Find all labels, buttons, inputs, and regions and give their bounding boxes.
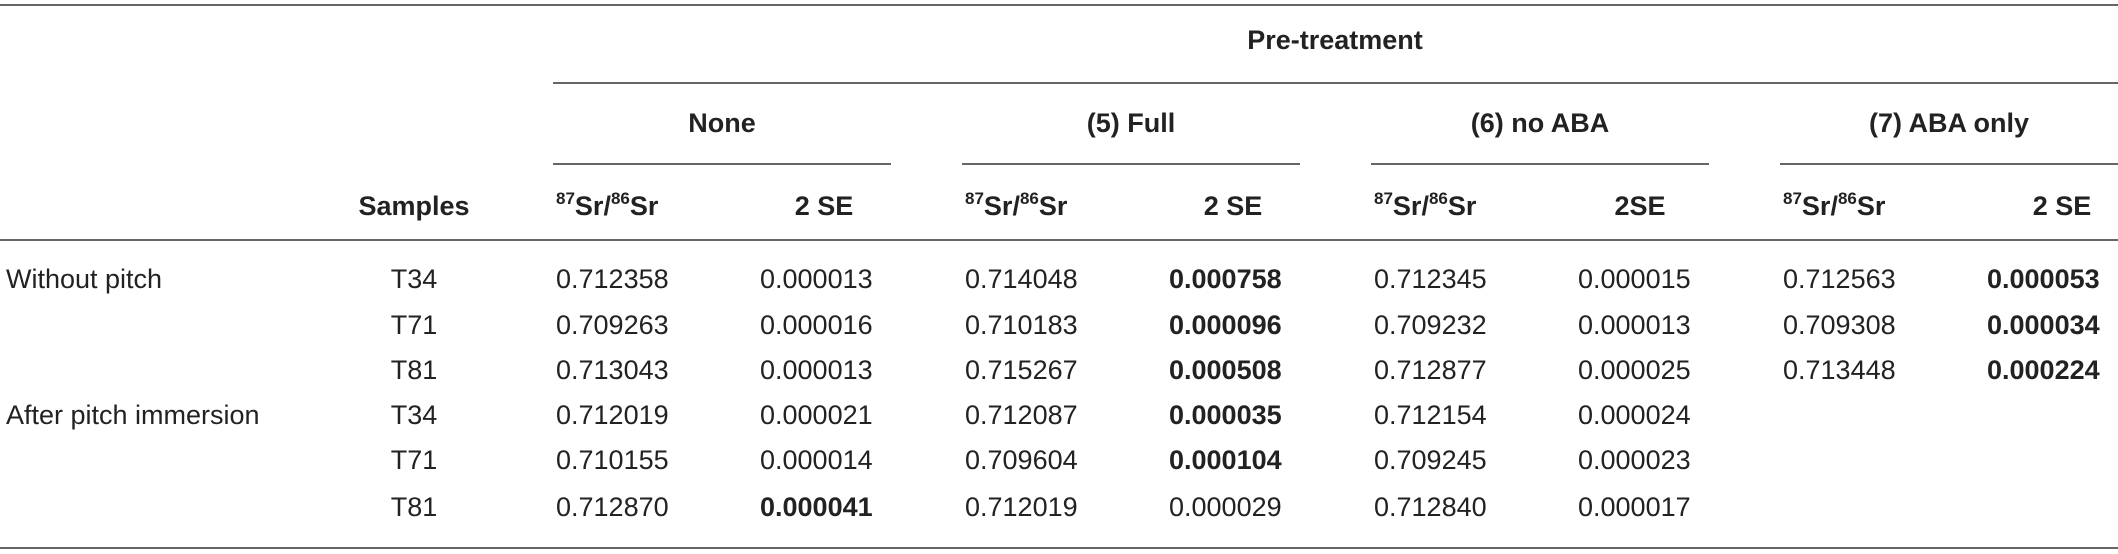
ratio-cell: 0.712087 <box>965 400 1078 430</box>
ratio-header-noaba: 87Sr/86Sr <box>1374 189 1477 221</box>
table-bottom-rule <box>0 547 2118 549</box>
se-cell: 0.000013 <box>1578 310 1691 340</box>
group-header-full: (5) Full <box>1086 108 1176 138</box>
group-underline-noaba <box>1371 163 1709 165</box>
table-top-rule <box>0 4 2118 6</box>
header-bottom-rule <box>0 239 2118 241</box>
se-cell-bold: 0.000758 <box>1169 264 1282 294</box>
pretreatment-header: Pre-treatment <box>1247 25 1423 55</box>
ratio-cell: 0.715267 <box>965 355 1078 385</box>
se-cell: 0.000014 <box>760 445 873 475</box>
se-header-abaonly: 2 SE <box>2032 191 2092 221</box>
row-group-after-pitch: After pitch immersion <box>6 400 260 430</box>
se-cell: 0.000021 <box>760 400 873 430</box>
se-cell: 0.000015 <box>1578 264 1691 294</box>
se-cell: 0.000023 <box>1578 445 1691 475</box>
ratio-cell: 0.712154 <box>1374 400 1487 430</box>
se-cell: 0.000029 <box>1169 492 1282 522</box>
ratio-header-abaonly: 87Sr/86Sr <box>1783 189 1886 221</box>
ratio-cell: 0.712358 <box>556 264 669 294</box>
sample-cell: T34 <box>390 400 438 430</box>
ratio-cell: 0.712870 <box>556 492 669 522</box>
group-header-noaba: (6) no ABA <box>1470 108 1610 138</box>
sample-cell: T71 <box>390 445 438 475</box>
se-cell: 0.000025 <box>1578 355 1691 385</box>
ratio-header-none: 87Sr/86Sr <box>556 189 659 221</box>
se-cell-bold: 0.000096 <box>1169 310 1282 340</box>
ratio-cell: 0.709232 <box>1374 310 1487 340</box>
group-underline-abaonly <box>1780 163 2118 165</box>
ratio-cell: 0.712019 <box>965 492 1078 522</box>
ratio-cell: 0.709245 <box>1374 445 1487 475</box>
group-underline-full <box>962 163 1300 165</box>
ratio-cell: 0.712877 <box>1374 355 1487 385</box>
group-header-none: None <box>688 108 756 138</box>
se-header-none: 2 SE <box>794 191 854 221</box>
se-cell-bold: 0.000034 <box>1987 310 2100 340</box>
se-cell-bold: 0.000224 <box>1987 355 2100 385</box>
sample-cell: T81 <box>390 355 438 385</box>
ratio-cell: 0.712019 <box>556 400 669 430</box>
ratio-cell: 0.709604 <box>965 445 1078 475</box>
ratio-cell: 0.710155 <box>556 445 669 475</box>
sample-cell: T34 <box>390 264 438 294</box>
se-cell-bold: 0.000053 <box>1987 264 2100 294</box>
group-underline-none <box>553 163 891 165</box>
row-group-without-pitch: Without pitch <box>6 264 163 294</box>
ratio-cell: 0.710183 <box>965 310 1078 340</box>
ratio-cell: 0.712840 <box>1374 492 1487 522</box>
ratio-cell: 0.713448 <box>1783 355 1896 385</box>
ratio-cell: 0.714048 <box>965 264 1078 294</box>
se-cell: 0.000017 <box>1578 492 1691 522</box>
se-header-full: 2 SE <box>1203 191 1263 221</box>
group-header-abaonly: (7) ABA only <box>1869 108 2029 138</box>
ratio-cell: 0.713043 <box>556 355 669 385</box>
se-cell-bold: 0.000035 <box>1169 400 1282 430</box>
ratio-header-full: 87Sr/86Sr <box>965 189 1068 221</box>
sample-cell: T81 <box>390 492 438 522</box>
samples-header: Samples <box>358 191 470 221</box>
sample-cell: T71 <box>390 310 438 340</box>
ratio-cell: 0.709263 <box>556 310 669 340</box>
pretreatment-underline <box>553 82 2118 84</box>
se-cell: 0.000016 <box>760 310 873 340</box>
se-cell: 0.000013 <box>760 264 873 294</box>
ratio-cell: 0.709308 <box>1783 310 1896 340</box>
ratio-cell: 0.712345 <box>1374 264 1487 294</box>
se-cell: 0.000024 <box>1578 400 1691 430</box>
se-cell-bold: 0.000041 <box>760 492 873 522</box>
se-header-noaba: 2SE <box>1614 191 1666 221</box>
se-cell: 0.000013 <box>760 355 873 385</box>
ratio-cell: 0.712563 <box>1783 264 1896 294</box>
se-cell-bold: 0.000104 <box>1169 445 1282 475</box>
se-cell-bold: 0.000508 <box>1169 355 1282 385</box>
